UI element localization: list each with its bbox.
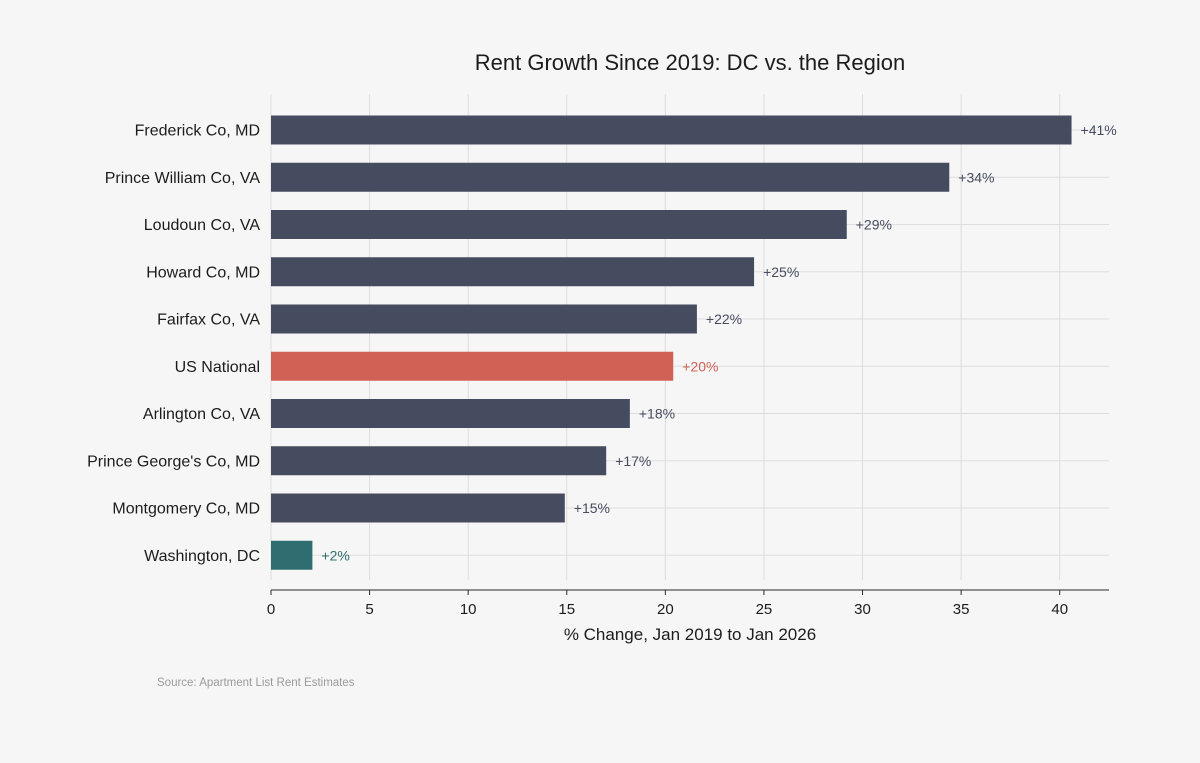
category-label: Loudoun Co, VA [144, 217, 261, 234]
bar [271, 210, 847, 239]
data-label: +41% [1081, 122, 1117, 138]
x-tick-label: 0 [267, 601, 275, 618]
bar [271, 257, 755, 287]
data-label: +22% [706, 311, 742, 327]
bar [271, 446, 607, 476]
data-label: +20% [682, 358, 718, 374]
x-axis-label: % Change, Jan 2019 to Jan 2026 [564, 625, 816, 644]
bar [271, 399, 630, 428]
bar [271, 540, 313, 570]
data-label: +18% [639, 406, 675, 422]
x-tick-label: 25 [756, 601, 773, 618]
data-label: +2% [321, 547, 349, 563]
bar [271, 351, 674, 381]
x-tick-label: 35 [953, 601, 970, 618]
category-label: Fairfax Co, VA [157, 312, 260, 329]
category-label: Howard Co, MD [146, 264, 260, 281]
data-label: +29% [856, 217, 892, 233]
bar [271, 162, 950, 192]
x-tick-label: 10 [460, 601, 477, 618]
x-tick-label: 20 [657, 601, 674, 618]
data-label: +17% [615, 453, 651, 469]
category-label: Prince George's Co, MD [87, 453, 260, 470]
category-label: Washington, DC [144, 548, 260, 565]
category-label: Frederick Co, MD [135, 123, 260, 140]
x-tick-label: 30 [854, 601, 871, 618]
source-note: Source: Apartment List Rent Estimates [157, 677, 355, 689]
data-label-layer: +41% +34% +29% +25% +22% +20% +18% +17% +15% +2% [321, 122, 1116, 563]
x-axis: 0 5 10 15 20 25 30 35 40 [267, 589, 1109, 618]
bar [271, 115, 1072, 145]
category-label: US National [175, 359, 260, 376]
category-label-layer: Frederick Co, MD Prince William Co, VA Lou… [87, 123, 260, 565]
bar [271, 493, 565, 523]
category-label: Montgomery Co, MD [112, 501, 260, 518]
bar [271, 304, 697, 334]
chart-title: Rent Growth Since 2019: DC vs. the Regio… [475, 50, 905, 75]
category-label: Prince William Co, VA [105, 170, 261, 187]
x-tick-label: 40 [1051, 601, 1068, 618]
category-label: Arlington Co, VA [143, 406, 260, 423]
data-label: +34% [958, 169, 994, 185]
data-label: +15% [574, 500, 610, 516]
bar-layer [271, 115, 1072, 570]
x-tick-label: 5 [365, 601, 373, 618]
x-tick-label: 15 [558, 601, 575, 618]
data-label: +25% [763, 264, 799, 280]
